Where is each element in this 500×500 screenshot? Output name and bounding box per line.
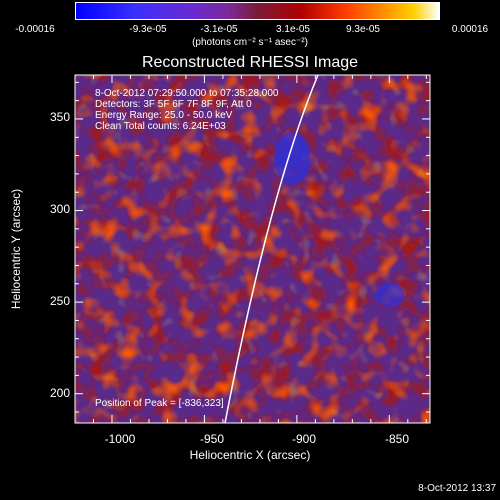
x-tick-label: -850 <box>385 432 409 446</box>
solar-limb <box>224 75 319 423</box>
energy-range-text: Energy Range: 25.0 - 50.0 keV <box>95 110 233 121</box>
colorbar-tick: -0.00016 <box>15 24 55 35</box>
y-tick-marks <box>75 81 430 413</box>
time-range-text: 8-Oct-2012 07:29:50.000 to 07:35:28.000 <box>95 88 279 99</box>
colorbar-tick: 3.1e-05 <box>276 24 310 35</box>
y-axis-label: Heliocentric Y (arcsec) <box>9 189 23 309</box>
colorbar <box>75 2 440 20</box>
x-axis-label: Heliocentric X (arcsec) <box>190 448 311 462</box>
colorbar-tick: -9.3e-05 <box>129 24 167 35</box>
plot-title: Reconstructed RHESSI Image <box>141 54 359 71</box>
detectors-text: Detectors: 3F 5F 6F 7F 8F 9F, Att 0 <box>95 99 252 110</box>
y-tick-label: 200 <box>50 386 70 400</box>
y-tick-label: 300 <box>50 202 70 216</box>
peak-position-text: Position of Peak = [-836,323] <box>95 398 224 409</box>
colorbar-tick: -3.1e-05 <box>200 24 238 35</box>
x-tick-label: -900 <box>292 432 316 446</box>
plot-frame <box>74 74 431 424</box>
rhessi-image <box>75 75 430 423</box>
y-tick-label: 350 <box>50 110 70 124</box>
x-tick-label: -950 <box>200 432 224 446</box>
footer-timestamp: 8-Oct-2012 13:37 <box>418 483 496 494</box>
x-tick-marks <box>92 75 427 423</box>
colorbar-units: (photons cm⁻² s⁻¹ asec⁻²) <box>192 37 308 48</box>
colorbar-tick: 9.3e-05 <box>346 24 380 35</box>
y-tick-label: 250 <box>50 294 70 308</box>
clean-counts-text: Clean Total counts: 6.24E+03 <box>95 121 226 132</box>
colorbar-tick: 0.00016 <box>451 24 489 35</box>
x-tick-label: -1000 <box>105 432 136 446</box>
